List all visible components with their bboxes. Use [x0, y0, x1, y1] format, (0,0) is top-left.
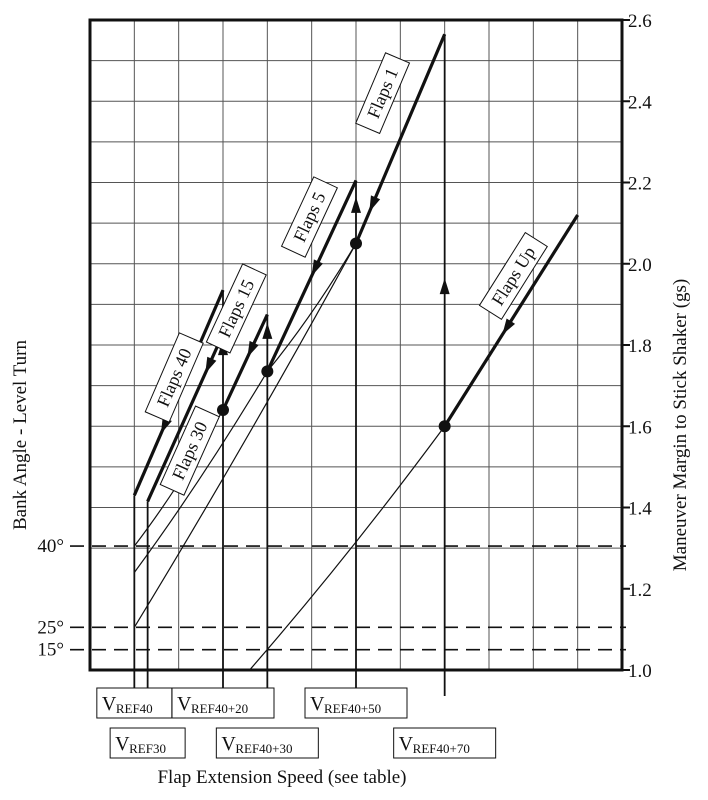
- speed-label-sub: REF40+50: [324, 701, 381, 716]
- thin-curves: [133, 243, 446, 671]
- arrowhead-flaps-up: [502, 318, 516, 335]
- speed-label-main: V: [115, 733, 130, 755]
- speed-label-box: [304, 687, 408, 719]
- thin-curve-flaps-15: [133, 243, 357, 628]
- speed-label-main: V: [177, 693, 192, 715]
- arrowhead-flaps-15: [247, 340, 259, 358]
- right-axis-tick-label: 2.4: [628, 92, 652, 113]
- right-axis-tick-label: 2.6: [628, 11, 652, 32]
- series-label-box: [355, 52, 411, 135]
- speed-label-main: V: [399, 733, 414, 755]
- series-label-box: [205, 263, 267, 354]
- speed-label-main: V: [221, 733, 236, 755]
- marker-flaps-15: [350, 237, 362, 250]
- arrowhead-flaps-1: [369, 195, 381, 213]
- up-arrowhead: [262, 322, 273, 339]
- series-label-box: [478, 231, 548, 320]
- right-axis-tick-label: 1.4: [628, 499, 652, 520]
- thin-curve-flaps-5: [266, 243, 357, 372]
- series-labels: Flaps 40 Flaps 30 Flaps 15 Flaps 5 Flaps 1 Fl…: [144, 52, 548, 496]
- drop-lines: [133, 34, 450, 696]
- speed-label-box: [215, 727, 319, 759]
- series-label-text: Flaps 40: [153, 345, 196, 409]
- arrowhead-flaps-30: [205, 356, 217, 374]
- bold-curve-flaps-5: [265, 179, 358, 373]
- speed-label-sub: REF40+20: [191, 701, 248, 716]
- markers: [217, 237, 451, 433]
- right-axis-tick-label: 2.0: [628, 255, 652, 276]
- marker-flaps-30: [261, 365, 274, 378]
- marker-flaps-40: [217, 404, 229, 416]
- up-arrowhead: [439, 278, 450, 295]
- speed-label-main: V: [310, 693, 325, 715]
- series-label-box: [144, 332, 204, 423]
- right-axis-tick-label: 1.6: [628, 417, 652, 438]
- speed-label-sub: REF40+30: [235, 741, 292, 756]
- bank-angle-tick-label: 15°: [37, 640, 64, 661]
- bold-curve-flaps-15: [221, 313, 269, 411]
- left-axis-label: Bank Angle - Level Turn: [10, 340, 31, 530]
- series-label-text: Flaps 30: [168, 418, 211, 482]
- speed-label-box: [109, 727, 186, 759]
- right-axis-tick-label: 2.2: [628, 174, 652, 195]
- series-label-flaps-1: Flaps 1: [355, 52, 411, 135]
- thin-curve-flaps-30: [133, 371, 268, 573]
- series-label-box: [159, 405, 220, 496]
- bold-curve-flaps-up: [443, 214, 580, 428]
- speed-label-sub: REF40+70: [413, 741, 470, 756]
- right-axis-tick-label: 1.0: [628, 661, 652, 682]
- series-label-flaps-5: Flaps 5: [280, 176, 339, 258]
- speed-label-box: [171, 687, 275, 719]
- bank-angle-tick-label: 40°: [37, 536, 64, 557]
- right-axis-tick-label: 1.2: [628, 580, 652, 601]
- x-axis-label: Flap Extension Speed (see table): [157, 767, 406, 788]
- up-arrowhead: [351, 196, 361, 213]
- speed-label-sub: REF30: [129, 741, 166, 756]
- axes: 40° 25°15° 1.0 1.2 1.4 1.6 1.8 2.0 2.2 2.4 2.6: [37, 11, 652, 682]
- bank-angle-tick-label: 25°: [37, 617, 64, 638]
- series-label-flaps-up: Flaps Up: [478, 231, 548, 320]
- right-axis-label: Maneuver Margin to Stick Shaker (gs): [670, 279, 691, 572]
- speed-label-box: [393, 727, 497, 759]
- right-axis-tick-label: 1.8: [628, 336, 652, 357]
- speed-label-main: V: [102, 693, 117, 715]
- arrowhead-flaps-5: [311, 259, 323, 276]
- series-label-box: [280, 176, 339, 258]
- series-label-text: Flaps 15: [214, 276, 258, 340]
- speed-label-box: [96, 687, 173, 719]
- chart-grid: [70, 20, 626, 670]
- marker-flaps-up: [438, 420, 451, 433]
- thin-curve-flaps-up: [249, 425, 446, 671]
- speed-label-sub: REF40: [116, 701, 153, 716]
